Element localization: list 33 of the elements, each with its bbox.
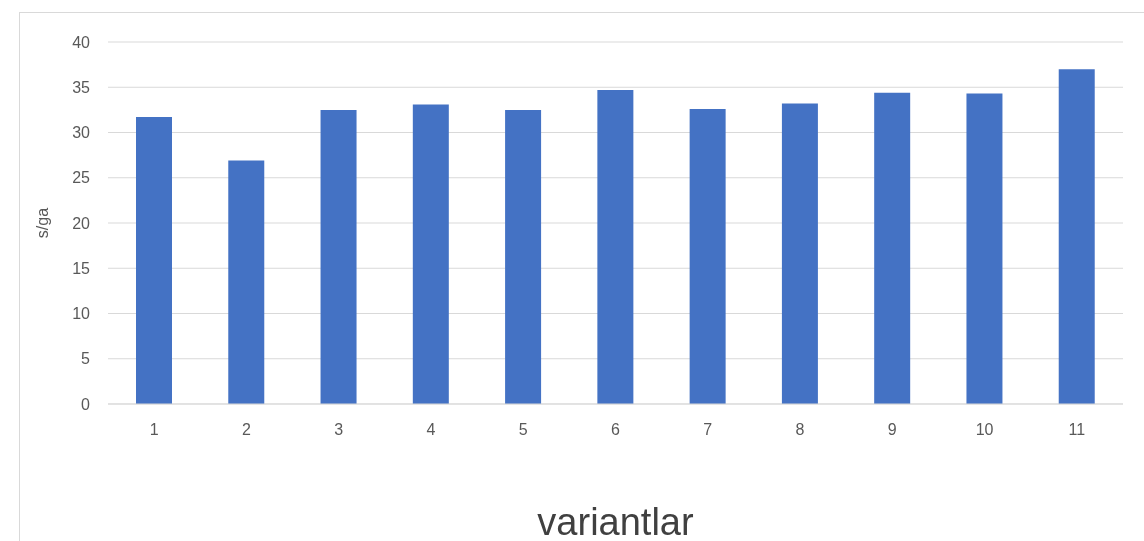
bar — [228, 160, 265, 404]
x-tick-label: 5 — [518, 421, 528, 439]
x-tick-label: 8 — [795, 421, 805, 439]
bar — [781, 103, 818, 404]
y-tick-label: 30 — [72, 124, 91, 142]
bar — [597, 89, 634, 404]
y-tick-label: 15 — [72, 259, 91, 277]
y-tick-label: 35 — [72, 78, 91, 96]
x-tick-label: 1 — [149, 421, 159, 439]
x-tick-label: 6 — [611, 421, 621, 439]
x-tick-label: 2 — [241, 421, 251, 439]
y-tick-label: 0 — [81, 395, 91, 413]
bar — [505, 109, 542, 404]
bar — [874, 92, 911, 404]
bar — [689, 108, 726, 404]
bar — [412, 104, 449, 404]
y-axis-title: s/ga — [33, 207, 51, 239]
y-tick-label: 40 — [72, 33, 91, 51]
y-tick-label: 5 — [81, 350, 91, 368]
x-tick-label: 3 — [334, 421, 344, 439]
bar — [320, 109, 357, 404]
x-tick-label: 9 — [887, 421, 897, 439]
x-tick-label: 11 — [1068, 421, 1086, 439]
x-tick-label: 10 — [975, 421, 994, 439]
bar — [136, 117, 172, 404]
bar — [1058, 69, 1095, 404]
y-tick-label: 20 — [72, 214, 91, 232]
x-tick-label: 7 — [703, 421, 713, 439]
x-axis-title: variantlar — [537, 501, 694, 541]
y-tick-label: 25 — [72, 169, 91, 187]
x-tick-label: 4 — [426, 421, 436, 439]
bar — [966, 93, 1003, 404]
y-tick-label: 10 — [72, 305, 91, 323]
